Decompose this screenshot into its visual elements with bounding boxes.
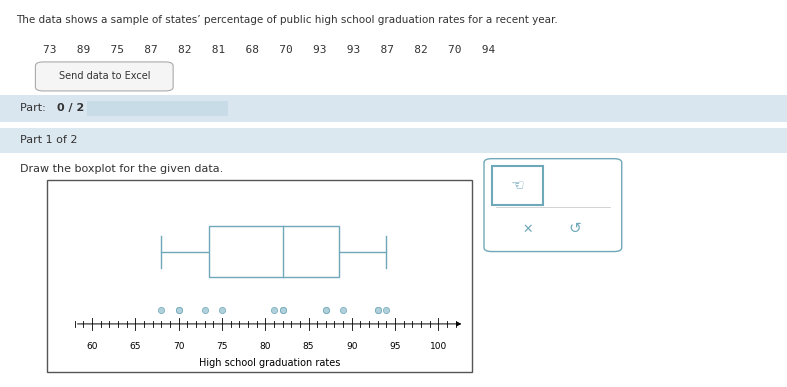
Text: 75: 75 [216, 342, 227, 351]
Text: ↺: ↺ [568, 221, 581, 236]
FancyBboxPatch shape [0, 95, 787, 122]
FancyBboxPatch shape [47, 180, 472, 372]
FancyBboxPatch shape [484, 159, 622, 252]
Text: 65: 65 [130, 342, 141, 351]
Text: 85: 85 [303, 342, 314, 351]
Text: High school graduation rates: High school graduation rates [199, 358, 340, 368]
Text: 100: 100 [430, 342, 447, 351]
Text: 90: 90 [346, 342, 357, 351]
Text: Send data to Excel: Send data to Excel [58, 72, 150, 81]
Text: 60: 60 [87, 342, 98, 351]
Text: ☜: ☜ [511, 178, 524, 193]
Text: 0 / 2: 0 / 2 [57, 103, 84, 113]
Text: ✕: ✕ [522, 223, 533, 235]
Text: 95: 95 [390, 342, 401, 351]
Text: 80: 80 [260, 342, 271, 351]
Text: The data shows a sample of states’ percentage of public high school graduation r: The data shows a sample of states’ perce… [16, 15, 557, 26]
FancyBboxPatch shape [209, 226, 338, 277]
Text: 73   89   75   87   82   81   68   70   93   93   87   82   70   94: 73 89 75 87 82 81 68 70 93 93 87 82 70 9… [43, 45, 496, 55]
FancyBboxPatch shape [87, 101, 228, 116]
FancyBboxPatch shape [492, 166, 543, 205]
Text: Part:: Part: [20, 103, 49, 113]
Text: Draw the boxplot for the given data.: Draw the boxplot for the given data. [20, 164, 223, 175]
Text: Part 1 of 2: Part 1 of 2 [20, 135, 77, 145]
Text: 70: 70 [173, 342, 184, 351]
FancyBboxPatch shape [0, 128, 787, 153]
FancyBboxPatch shape [35, 62, 173, 91]
